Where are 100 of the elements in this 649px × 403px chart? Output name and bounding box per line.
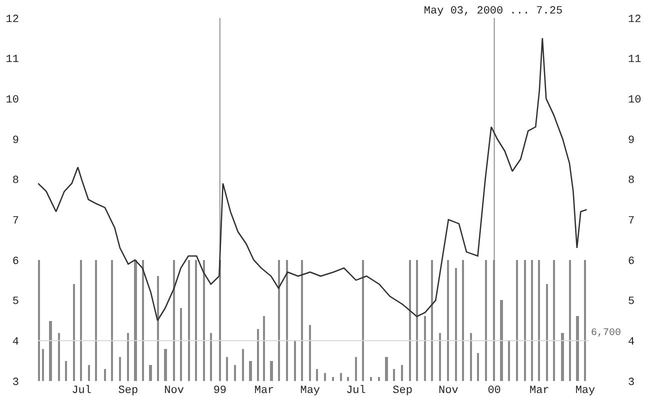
- bar: [500, 300, 503, 381]
- bar: [362, 260, 364, 381]
- y-tick-label: 8: [12, 175, 19, 188]
- bar: [42, 349, 44, 381]
- bar: [447, 260, 449, 381]
- bar: [332, 377, 334, 381]
- bar: [127, 333, 129, 381]
- bar: [531, 260, 533, 381]
- bar: [340, 373, 342, 381]
- text: 6,700: [591, 328, 622, 339]
- bar: [278, 260, 280, 381]
- bar: [95, 260, 97, 381]
- x-tick-label: Nov: [164, 385, 184, 397]
- y2-tick-label: 7: [628, 216, 635, 228]
- bar: [316, 369, 318, 381]
- bar: [561, 333, 564, 381]
- bar: [455, 268, 457, 381]
- x-tick-label: Jul: [346, 385, 366, 397]
- x-tick-label: May: [300, 385, 320, 397]
- y-tick-label: 3: [12, 376, 19, 389]
- bar: [477, 353, 479, 381]
- bar: [242, 349, 244, 381]
- bar: [470, 333, 472, 381]
- bar: [73, 284, 75, 381]
- bar: [576, 316, 579, 381]
- bar: [347, 377, 349, 381]
- y-tick-label: 7: [12, 216, 19, 228]
- bar: [462, 260, 464, 381]
- bar: [38, 260, 40, 381]
- y2-tick-label: 6: [628, 256, 635, 268]
- bar: [538, 260, 540, 381]
- bar: [270, 361, 273, 381]
- bar: [524, 260, 526, 381]
- bar: [301, 260, 303, 381]
- y2-tick-label: 11: [628, 54, 642, 66]
- bar: [111, 260, 113, 381]
- y2-tick-label: 4: [628, 336, 635, 349]
- y2-tick-label: 3: [628, 376, 635, 389]
- bar: [104, 369, 106, 381]
- y2-tick-label: 5: [628, 296, 635, 308]
- bar: [294, 341, 296, 381]
- bar: [88, 365, 90, 381]
- bar: [257, 329, 259, 381]
- bar: [65, 361, 67, 381]
- bar: [378, 377, 380, 381]
- bar: [393, 369, 395, 381]
- x-tick-label: Nov: [438, 385, 459, 397]
- y-tick-label: 11: [6, 54, 20, 66]
- y-tick-label: 10: [6, 94, 19, 107]
- bar: [80, 260, 82, 381]
- bar: [49, 321, 52, 381]
- bar: [569, 260, 571, 381]
- bar: [584, 260, 586, 381]
- bar: [119, 357, 121, 381]
- bar: [234, 365, 236, 381]
- bar: [516, 260, 518, 381]
- bar: [385, 357, 388, 381]
- bar: [58, 333, 60, 381]
- bar: [263, 316, 265, 381]
- bar: [134, 260, 137, 381]
- bar: [431, 260, 433, 381]
- bar: [226, 357, 228, 381]
- x-tick-label: 00: [488, 385, 501, 397]
- y2-tick-label: 9: [628, 134, 635, 147]
- x-tick-label: 99: [213, 385, 227, 397]
- bar: [195, 260, 197, 381]
- bar: [424, 316, 426, 381]
- bar: [173, 260, 175, 381]
- chart-title: May 03, 2000 ... 7.25: [424, 6, 563, 18]
- bar: [210, 333, 212, 381]
- bar: [149, 365, 152, 381]
- bar: [401, 365, 403, 381]
- bar: [142, 260, 144, 381]
- bar: [309, 325, 311, 381]
- y-tick-label: 6: [12, 256, 19, 268]
- bar: [485, 260, 487, 381]
- bar: [157, 276, 159, 381]
- bar: [180, 308, 182, 381]
- y2-tick-label: 12: [628, 14, 642, 26]
- line-series: [38, 38, 588, 322]
- y-tick-label: 5: [12, 296, 19, 308]
- y2-tick-label: 10: [628, 94, 642, 107]
- x-tick-label: Mar: [254, 385, 274, 397]
- bar: [188, 260, 190, 381]
- bar: [249, 361, 252, 381]
- y2-tick-label: 8: [628, 175, 635, 188]
- x-tick-label: May: [575, 385, 596, 397]
- bar: [355, 357, 357, 381]
- x-tick-label: Sep: [392, 385, 412, 397]
- bar: [324, 373, 326, 381]
- y-tick-label: 4: [12, 336, 20, 349]
- y-tick-label: 9: [12, 134, 19, 147]
- bar: [546, 284, 548, 381]
- bar: [508, 341, 510, 381]
- y-tick-label: 12: [6, 14, 19, 26]
- x-tick-label: Sep: [118, 385, 138, 397]
- bar: [553, 260, 555, 381]
- bar: [439, 333, 441, 381]
- bar: [370, 377, 372, 381]
- bar: [416, 260, 418, 381]
